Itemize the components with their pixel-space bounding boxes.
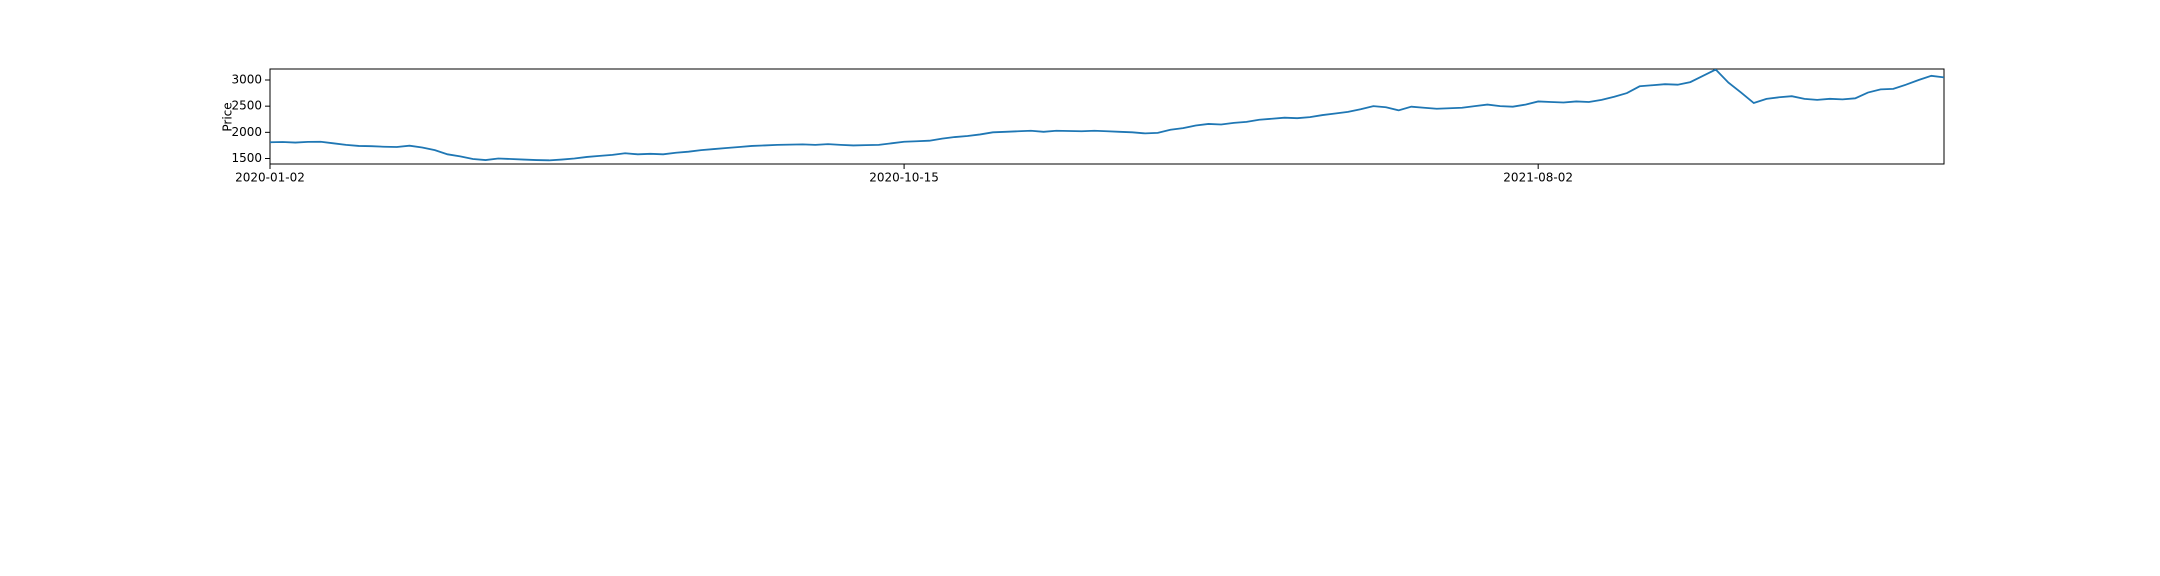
x-tick-label: 2020-10-15 [869, 171, 939, 185]
y-axis-label: Price [221, 102, 235, 131]
x-tick-label: 2021-08-02 [1503, 171, 1573, 185]
y-tick-label: 2500 [231, 99, 262, 113]
y-tick-label: 2000 [231, 125, 262, 139]
x-tick-label: 2020-01-02 [235, 171, 305, 185]
price-line [270, 69, 1944, 162]
y-tick-label: 3000 [231, 72, 262, 86]
plot-frame [269, 68, 1945, 165]
y-tick-label: 1500 [231, 151, 262, 165]
